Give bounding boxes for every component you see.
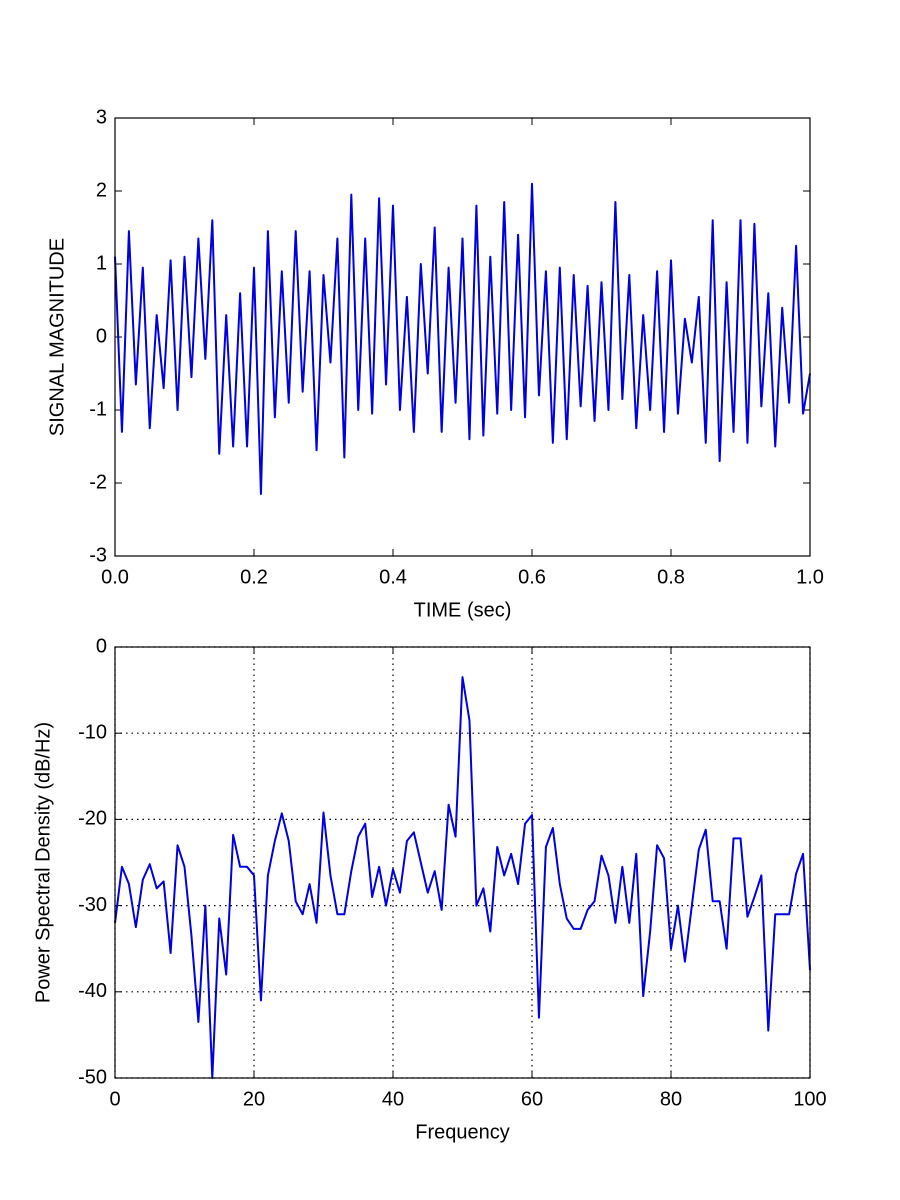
- y-tick-label: -2: [89, 471, 107, 493]
- x-tick-label: 0.8: [657, 566, 685, 588]
- x-tick-label: 0.6: [518, 566, 546, 588]
- x-tick-label: 100: [793, 1088, 826, 1110]
- x-axis-label: TIME (sec): [414, 599, 512, 621]
- y-tick-label: -1: [89, 398, 107, 420]
- y-tick-label: 0: [96, 325, 107, 347]
- plot-area: [115, 118, 810, 556]
- x-tick-label: 20: [243, 1088, 265, 1110]
- x-tick-label: 60: [521, 1088, 543, 1110]
- y-tick-label: 2: [96, 179, 107, 201]
- y-tick-label: -40: [78, 980, 107, 1002]
- y-tick-label: -3: [89, 544, 107, 566]
- x-tick-label: 1.0: [796, 566, 824, 588]
- y-tick-label: -10: [78, 721, 107, 743]
- data-line: [114, 676, 811, 1079]
- x-tick-label: 0: [109, 1088, 120, 1110]
- y-tick-label: -30: [78, 894, 107, 916]
- y-tick-label: -50: [78, 1066, 107, 1088]
- y-tick-label: 0: [96, 635, 107, 657]
- data-line: [114, 182, 811, 495]
- plot-area: [115, 647, 810, 1078]
- axes-frame: [114, 646, 811, 1079]
- y-tick-label: 1: [96, 252, 107, 274]
- x-tick-label: 0.0: [101, 566, 129, 588]
- y-axis-label: Power Spectral Density (dB/Hz): [32, 722, 54, 1003]
- y-tick-label: 3: [96, 106, 107, 128]
- x-tick-label: 80: [660, 1088, 682, 1110]
- x-tick-label: 40: [382, 1088, 404, 1110]
- axes-frame: [114, 117, 811, 557]
- x-tick-label: 0.4: [379, 566, 407, 588]
- x-tick-label: 0.2: [240, 566, 268, 588]
- x-axis-label: Frequency: [415, 1121, 510, 1143]
- y-tick-label: -20: [78, 808, 107, 830]
- y-axis-label: SIGNAL MAGNITUDE: [46, 238, 68, 436]
